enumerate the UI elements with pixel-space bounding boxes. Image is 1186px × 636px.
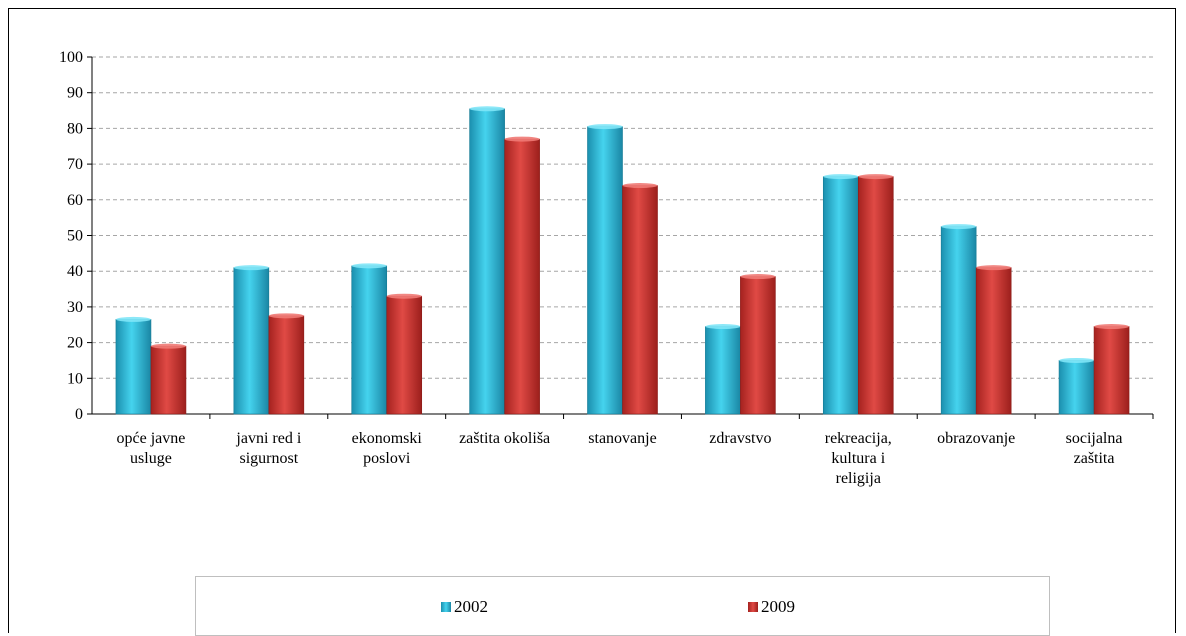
y-tick-label-40: 40 [67, 263, 83, 280]
bar-cap-2002-2 [351, 263, 387, 269]
x-category-label-line: religija [836, 470, 881, 487]
bar-cap-2009-5 [740, 274, 776, 280]
y-tick-label-30: 30 [67, 299, 83, 316]
y-tick-label-20: 20 [67, 335, 83, 352]
bar-cap-2009-7 [976, 265, 1012, 271]
y-tick-label-60: 60 [67, 192, 83, 209]
bar-2009-0 [150, 345, 187, 415]
x-category-label-line: obrazovanje [937, 430, 1015, 447]
x-category-label-3: zaštita okoliša [459, 430, 550, 447]
x-category-label-line: ekonomski [352, 430, 423, 447]
bar-cap-2002-0 [115, 316, 151, 322]
bar-2009-7 [975, 267, 1012, 415]
x-category-label-line: javni red i [235, 430, 301, 447]
x-category-label-line: zaštita [1074, 450, 1115, 467]
bar-cap-2009-6 [858, 174, 894, 180]
labels: 0 10 20 30 40 50 60 70 80 90 100 opće javne usluge ja… [59, 49, 1122, 487]
bar-cap-2002-3 [469, 106, 505, 112]
bar-cap-2002-1 [233, 265, 269, 271]
bar-cap-2002-8 [1059, 357, 1095, 363]
x-category-label-8: socijalna zaštita [1066, 430, 1123, 467]
bar-2002-1 [233, 267, 270, 415]
bar-2002-5 [705, 326, 741, 415]
x-category-label-line: rekreacija, [825, 430, 892, 447]
bar-cap-2009-8 [1094, 324, 1130, 330]
x-category-label-line: zdravstvo [709, 430, 771, 447]
bar-2002-4 [587, 126, 623, 415]
chart-frame [8, 8, 1176, 633]
bar-cap-2009-2 [386, 293, 422, 299]
bar-2009-3 [504, 138, 540, 415]
bar-cap-2002-7 [941, 224, 977, 230]
bar-2009-4 [622, 185, 658, 415]
legend-swatch-2002 [441, 602, 451, 612]
bar-2002-3 [469, 108, 505, 415]
x-category-label-0: opće javne usluge [117, 430, 186, 467]
x-category-label-line: kultura i [831, 450, 885, 467]
bar-cap-2009-1 [268, 313, 304, 319]
legend-label-2002: 2002 [454, 597, 488, 616]
x-category-label-6: rekreacija, kultura i religija [825, 430, 892, 487]
x-category-label-4: stanovanje [588, 430, 656, 447]
legend-label-2009: 2009 [761, 597, 795, 616]
bar-cap-2009-3 [504, 136, 540, 142]
bar-2009-5 [740, 276, 776, 415]
bar-cap-2009-4 [622, 183, 658, 189]
bar-2002-0 [115, 319, 152, 415]
bar-cap-2002-4 [587, 124, 623, 130]
y-tick-label-50: 50 [67, 228, 83, 245]
bar-2002-2 [351, 265, 388, 415]
x-category-label-2: ekonomski poslovi [352, 430, 423, 467]
y-tick-label-90: 90 [67, 85, 83, 102]
x-category-label-line: opće javne [117, 430, 186, 447]
bar-2009-8 [1093, 326, 1130, 415]
x-category-label-line: socijalna [1066, 430, 1123, 447]
x-category-label-7: obrazovanje [937, 430, 1015, 447]
y-tick-label-10: 10 [67, 370, 83, 387]
bars [115, 106, 1130, 415]
x-category-label-line: usluge [130, 450, 172, 467]
legend-swatch-2009 [748, 602, 758, 612]
bar-cap-2009-0 [150, 343, 186, 349]
legend-item-2009: 2009 [748, 597, 795, 617]
bar-2009-2 [386, 295, 423, 415]
bar-2002-7 [940, 226, 977, 415]
x-category-label-line: stanovanje [588, 430, 656, 447]
y-tick-label-100: 100 [59, 49, 83, 66]
bar-cap-2002-6 [823, 174, 859, 180]
legend: 2002 2009 [195, 576, 1050, 636]
legend-item-2002: 2002 [441, 597, 488, 617]
bar-cap-2002-5 [705, 324, 741, 330]
x-category-label-1: javni red i sigurnost [235, 430, 301, 467]
x-category-label-line: zaštita okoliša [459, 430, 550, 447]
x-category-label-line: sigurnost [239, 450, 298, 467]
bar-2002-6 [822, 176, 859, 415]
x-category-label-line: poslovi [363, 450, 411, 467]
bar-2009-6 [857, 176, 894, 415]
y-tick-label-0: 0 [75, 406, 83, 423]
y-tick-label-80: 80 [67, 120, 83, 137]
x-category-label-5: zdravstvo [709, 430, 771, 447]
y-tick-label-70: 70 [67, 156, 83, 173]
bar-2009-1 [268, 315, 305, 415]
bar-2002-8 [1058, 360, 1095, 415]
